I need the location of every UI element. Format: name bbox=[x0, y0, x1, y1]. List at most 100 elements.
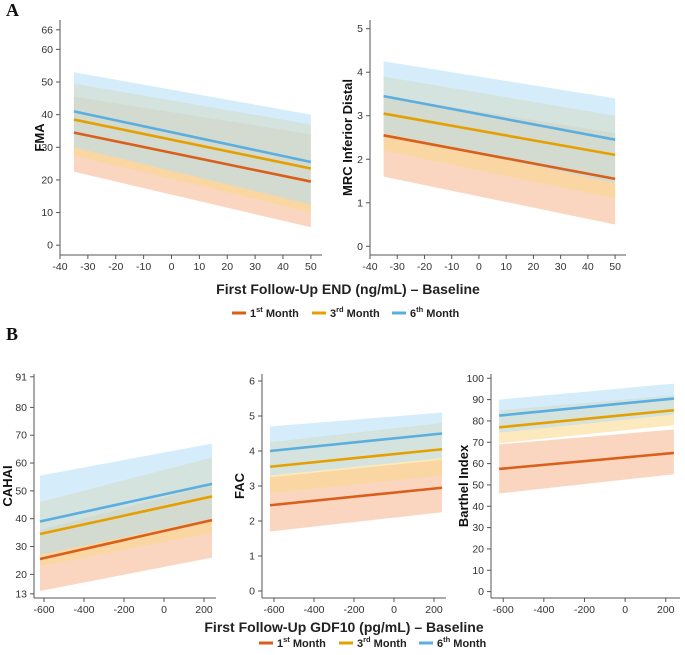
y-tick-label: 70 bbox=[472, 437, 484, 449]
ci-band-3 bbox=[40, 443, 212, 555]
y-tick-label: 5 bbox=[357, 23, 363, 35]
legends: 1st Month 3rd Month 6th Month 1st Month 3rd … bbox=[232, 305, 487, 650]
x-tick-label: -600 bbox=[263, 604, 284, 616]
y-tick-label: 30 bbox=[472, 522, 484, 534]
x-tick-label: 200 bbox=[195, 604, 213, 616]
y-tick-label: 30 bbox=[15, 541, 27, 553]
x-tick-label: 0 bbox=[169, 261, 175, 273]
legend-item-3: 6th Month bbox=[419, 635, 487, 650]
y-tick-label: 6 bbox=[249, 376, 255, 388]
x-tick-label: 30 bbox=[249, 261, 261, 273]
x-tick-label: -400 bbox=[73, 604, 94, 616]
x-tick-label: -400 bbox=[533, 604, 554, 616]
panel-label-b: B bbox=[6, 324, 18, 344]
y-tick-label: 66 bbox=[41, 24, 53, 36]
y-tick-label: 2 bbox=[357, 154, 363, 166]
y-tick-label: 90 bbox=[472, 394, 484, 406]
x-tick-label: 10 bbox=[194, 261, 206, 273]
series-line-3 bbox=[383, 94, 616, 141]
y-tick-label: 4 bbox=[357, 67, 363, 79]
y-tick-label: 1 bbox=[357, 197, 363, 209]
chart-B-right: -600 -400 -200 0 200 0 10 20 30 40 50 60 70 80 90 100 Ba… bbox=[456, 373, 680, 616]
y-tick-label: 2 bbox=[249, 516, 255, 528]
series-line-3 bbox=[499, 397, 675, 417]
legend-label-1: 1st Month bbox=[250, 305, 299, 320]
y-tick-label: 100 bbox=[466, 373, 484, 385]
x-tick-label: 0 bbox=[622, 604, 628, 616]
x-tick-label: 20 bbox=[221, 261, 233, 273]
y-tick-label: 5 bbox=[249, 411, 255, 423]
x-tick-label: 30 bbox=[555, 261, 567, 273]
x-axis-title-a: First Follow-Up END (ng/mL) – Baseline bbox=[216, 281, 480, 297]
y-tick-label: 4 bbox=[249, 446, 255, 458]
y-tick-label: 40 bbox=[41, 109, 53, 121]
x-tick-label: 200 bbox=[425, 604, 443, 616]
legend-a: 1st Month 3rd Month 6th Month bbox=[232, 305, 460, 320]
y-tick-label: 10 bbox=[41, 207, 53, 219]
ci-band-3 bbox=[270, 412, 442, 476]
y-tick-label: 0 bbox=[249, 586, 255, 598]
series-line-2 bbox=[39, 495, 213, 536]
panel-label-a: A bbox=[6, 0, 19, 20]
legend-label-1: 1st Month bbox=[277, 635, 326, 650]
y-tick-label: 60 bbox=[472, 458, 484, 470]
y-tick-label: 50 bbox=[41, 77, 53, 89]
series-line-2 bbox=[383, 112, 616, 157]
y-tick-label: 3 bbox=[357, 110, 363, 122]
y-axis-label: MRC Inferior Distal bbox=[340, 79, 355, 196]
y-tick-label: 60 bbox=[41, 44, 53, 56]
chart-B-middle: -600 -400 -200 0 200 0 1 2 3 4 5 6 FAC bbox=[232, 374, 446, 616]
x-tick-label: -200 bbox=[343, 604, 364, 616]
x-tick-label: 40 bbox=[582, 261, 594, 273]
x-tick-label: -30 bbox=[80, 261, 95, 273]
x-tick-label: -30 bbox=[390, 261, 405, 273]
legend-label-3: 6th Month bbox=[410, 305, 460, 320]
x-tick-label: -200 bbox=[113, 604, 134, 616]
chart-A-left: -40 -30 -20 -10 0 10 20 30 40 50 0 10 20 30 40 50 60 66 FM… bbox=[32, 20, 322, 273]
x-tick-label: -10 bbox=[444, 261, 459, 273]
legend-label-3: 6th Month bbox=[437, 635, 487, 650]
x-tick-label: -200 bbox=[574, 604, 595, 616]
y-tick-label: 20 bbox=[472, 543, 484, 555]
x-tick-label: -600 bbox=[33, 604, 54, 616]
legend-item-2: 3rd Month bbox=[312, 305, 380, 320]
series-line-3 bbox=[39, 482, 213, 523]
x-tick-label: 50 bbox=[305, 261, 317, 273]
legend-item-3: 6th Month bbox=[392, 305, 460, 320]
legend-item-1: 1st Month bbox=[259, 635, 326, 650]
y-axis-label: FMA bbox=[32, 123, 47, 152]
y-tick-label: 0 bbox=[47, 240, 53, 252]
series-line-1 bbox=[383, 134, 616, 181]
y-tick-label: 60 bbox=[15, 458, 27, 470]
y-tick-label: 70 bbox=[15, 430, 27, 442]
x-tick-label: -40 bbox=[362, 261, 377, 273]
x-tick-label: -20 bbox=[108, 261, 123, 273]
chart-B-left: -600 -400 -200 0 200 13 20 30 40 50 60 70 80 91 CAHAI bbox=[0, 371, 216, 616]
legend-item-1: 1st Month bbox=[232, 305, 299, 320]
series-line-1 bbox=[39, 518, 213, 561]
y-tick-label: 0 bbox=[478, 586, 484, 598]
y-axis-label: FAC bbox=[232, 472, 247, 499]
y-tick-label: 1 bbox=[249, 551, 255, 563]
y-tick-label: 40 bbox=[15, 513, 27, 525]
y-tick-label: 40 bbox=[472, 501, 484, 513]
x-tick-label: -20 bbox=[417, 261, 432, 273]
x-tick-label: 200 bbox=[657, 604, 675, 616]
series-line-2 bbox=[499, 408, 675, 429]
x-tick-label: 10 bbox=[500, 261, 512, 273]
series-line-1 bbox=[269, 486, 443, 507]
series-line-3 bbox=[73, 110, 312, 164]
x-tick-label: -600 bbox=[493, 604, 514, 616]
series-line-2 bbox=[73, 118, 312, 170]
legend-label-2: 3rd Month bbox=[357, 635, 407, 650]
x-tick-label: -10 bbox=[136, 261, 151, 273]
y-tick-label: 13 bbox=[15, 588, 27, 600]
y-tick-label: 91 bbox=[15, 371, 27, 383]
x-tick-label: 0 bbox=[476, 261, 482, 273]
ci-band-3 bbox=[383, 61, 616, 184]
x-tick-label: 20 bbox=[528, 261, 540, 273]
y-tick-label: 10 bbox=[472, 565, 484, 577]
x-tick-label: -40 bbox=[52, 261, 67, 273]
